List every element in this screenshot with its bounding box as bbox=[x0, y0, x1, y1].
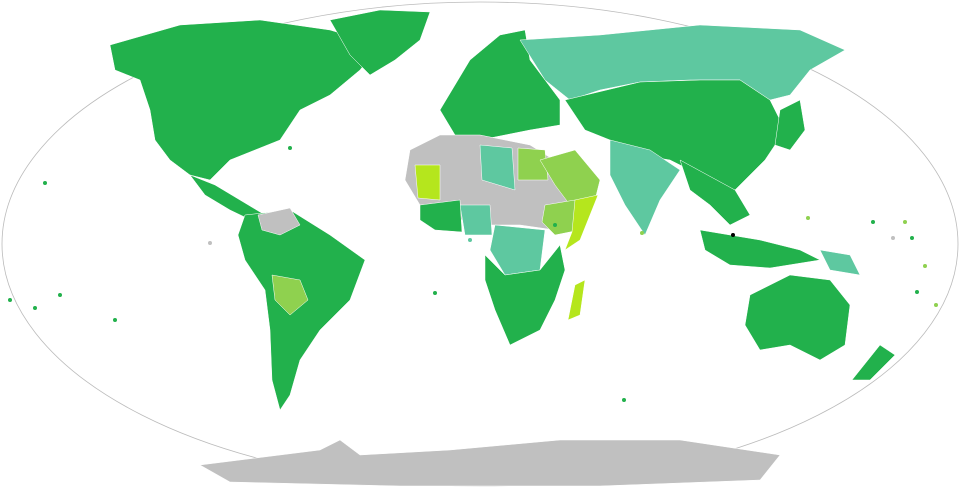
region-somalia bbox=[564, 194, 599, 251]
island-marker bbox=[622, 398, 626, 402]
region-west-africa bbox=[419, 199, 463, 233]
region-nigeria bbox=[459, 204, 493, 236]
island-marker bbox=[934, 303, 938, 307]
island-marker bbox=[113, 318, 117, 322]
island-marker bbox=[806, 216, 810, 220]
island-marker bbox=[58, 293, 62, 297]
region-greenland bbox=[329, 9, 431, 76]
region-venezuela bbox=[257, 207, 301, 236]
region-indonesia bbox=[699, 229, 821, 269]
island-marker bbox=[468, 238, 472, 242]
island-marker bbox=[871, 220, 875, 224]
island-marker bbox=[891, 236, 895, 240]
region-mauritania bbox=[414, 164, 441, 201]
island-marker bbox=[731, 233, 735, 237]
island-marker bbox=[433, 291, 437, 295]
island-marker bbox=[208, 241, 212, 245]
island-marker bbox=[8, 298, 12, 302]
island-marker bbox=[33, 306, 37, 310]
island-marker bbox=[923, 264, 927, 268]
region-new-zealand bbox=[851, 344, 896, 381]
region-antarctica bbox=[199, 439, 781, 487]
island-marker bbox=[43, 181, 47, 185]
island-marker bbox=[640, 231, 644, 235]
region-north-america bbox=[109, 19, 381, 181]
region-papua bbox=[819, 249, 861, 276]
region-southern-africa bbox=[484, 244, 566, 346]
island-marker bbox=[553, 223, 557, 227]
region-south-america bbox=[237, 209, 366, 411]
island-marker bbox=[903, 220, 907, 224]
region-libya bbox=[479, 144, 516, 191]
region-southeast-asia bbox=[679, 159, 751, 226]
region-japan bbox=[774, 99, 806, 151]
island-marker bbox=[915, 290, 919, 294]
island-marker bbox=[288, 146, 292, 150]
region-egypt bbox=[517, 147, 549, 181]
region-india bbox=[609, 139, 681, 236]
region-bolivia bbox=[271, 274, 309, 316]
region-ethiopia bbox=[541, 199, 581, 236]
region-madagascar bbox=[567, 279, 586, 321]
region-australia bbox=[744, 274, 851, 361]
island-marker bbox=[910, 236, 914, 240]
